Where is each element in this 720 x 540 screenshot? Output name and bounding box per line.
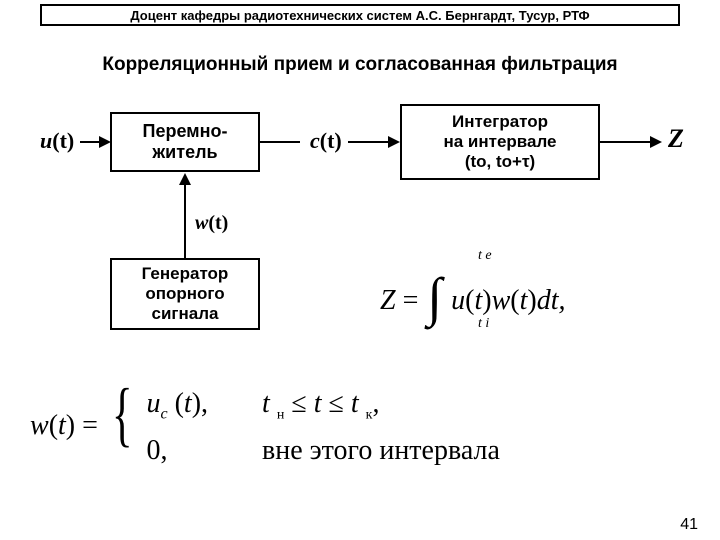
arrow-gen-mult-head <box>179 173 191 185</box>
block-gen-l2: опорного <box>145 284 224 304</box>
signal-z: Z <box>668 124 684 154</box>
sig-w-var: w <box>195 212 208 234</box>
sig-u-arg: (t) <box>52 128 74 153</box>
sig-c-var: c <box>310 128 320 153</box>
brace-icon: { <box>112 384 133 444</box>
f2-sub-c: c <box>160 406 167 423</box>
block-int-l3: (tо, tо+τ) <box>465 152 535 172</box>
page-number: 41 <box>680 516 698 534</box>
block-int-l2: на интервале <box>443 132 556 152</box>
formula-cases: w(t) = { uc (t), 0, t н ≤ t ≤ t к, вне э… <box>30 380 500 469</box>
arrow-mult-c <box>260 141 300 143</box>
header-bar: Доцент кафедры радиотехнических систем А… <box>40 4 680 26</box>
arrow-c-int <box>348 141 390 143</box>
arrow-int-z <box>600 141 652 143</box>
sig-w-arg: (t) <box>208 212 228 234</box>
f2-uc: u <box>146 388 160 419</box>
block-gen-l1: Генератор <box>142 264 229 284</box>
f2-zero: 0, <box>146 435 167 466</box>
block-int-l1: Интегратор <box>452 112 548 132</box>
sig-c-arg: (t) <box>320 128 342 153</box>
case-1-cond: t н ≤ t ≤ t к, <box>262 386 500 434</box>
block-integrator: Интегратор на интервале (tо, tо+τ) <box>400 104 600 180</box>
formula-integral: Z = ∫ u(t)w(t)dt, <box>380 260 566 322</box>
slide-title: Корреляционный прием и согласованная фил… <box>0 54 720 76</box>
block-mult-l1: Перемно- <box>143 121 228 142</box>
signal-w: w(t) <box>195 212 228 235</box>
block-gen-l3: сигнала <box>152 304 219 324</box>
arrow-int-z-head <box>650 136 662 148</box>
f1-u: u <box>451 285 465 316</box>
case-1: uc (t), <box>146 386 208 433</box>
f1-lhs: Z <box>380 285 396 316</box>
block-mult-l2: житель <box>152 142 217 163</box>
signal-c: c(t) <box>310 128 342 154</box>
sig-u-var: u <box>40 128 52 153</box>
case-2: 0, <box>146 433 208 469</box>
arrow-c-int-head <box>388 136 400 148</box>
f2-lhs-w: w <box>30 410 49 441</box>
block-multiplier: Перемно- житель <box>110 112 260 172</box>
f1-w: w <box>492 285 511 316</box>
signal-u: u(t) <box>40 128 74 154</box>
case-2-cond: вне этого интервала <box>262 433 500 469</box>
f1-tail: dt, <box>537 285 566 316</box>
arrow-gen-mult <box>184 184 186 258</box>
int-lower-limit: t i <box>478 316 489 332</box>
block-generator: Генератор опорного сигнала <box>110 258 260 330</box>
integral-sign: ∫ <box>427 266 442 328</box>
